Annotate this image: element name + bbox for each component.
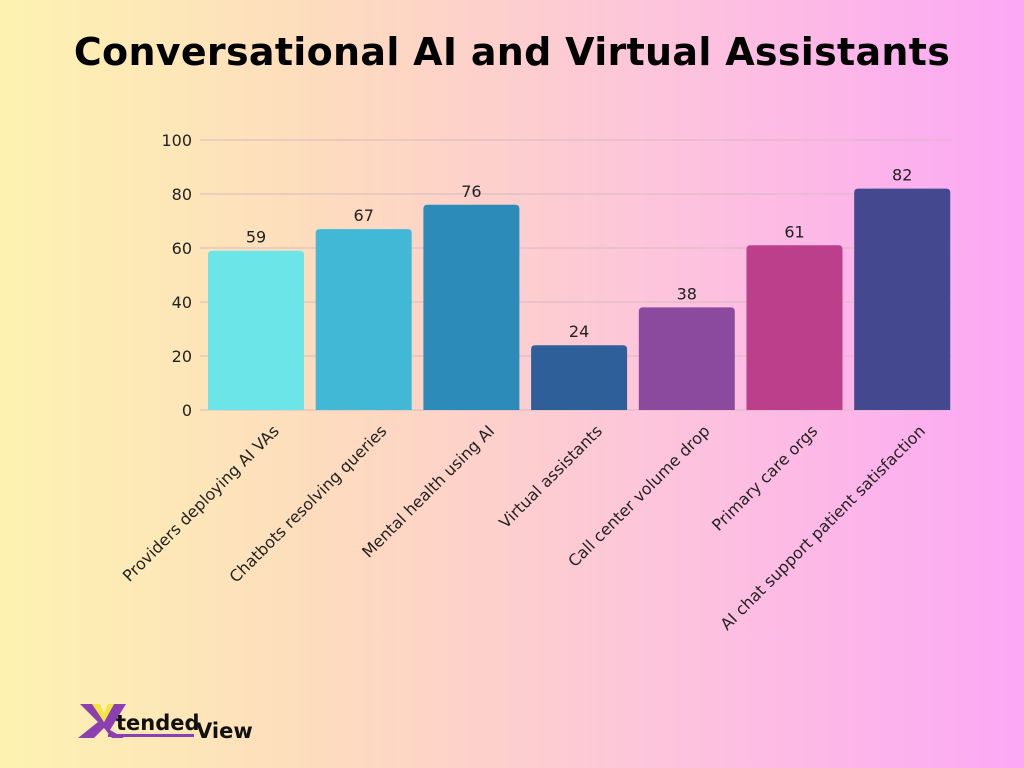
data-label: 24: [569, 322, 589, 341]
data-label: 61: [784, 222, 804, 241]
data-label: 38: [677, 284, 697, 303]
y-tick-label: 40: [172, 293, 192, 312]
data-label: 76: [461, 182, 481, 201]
y-tick-label: 20: [172, 347, 192, 366]
svg-text:tended: tended: [116, 711, 200, 735]
bar: [746, 245, 843, 410]
xtendedview-logo: tended View: [78, 704, 253, 743]
bar: [315, 229, 412, 410]
bar: [423, 204, 520, 410]
chart-title: Conversational AI and Virtual Assistants: [73, 30, 951, 74]
x-tick-label: AI chat support patient satisfaction: [717, 421, 929, 633]
y-tick-label: 80: [172, 185, 192, 204]
data-label: 67: [354, 206, 374, 225]
bar: [638, 307, 735, 410]
y-tick-label: 0: [182, 401, 192, 420]
bar: [854, 188, 951, 410]
y-tick-label: 60: [172, 239, 192, 258]
bar: [208, 250, 304, 410]
y-tick-label: 100: [161, 131, 192, 150]
bar: [531, 345, 628, 410]
x-tick-label: Virtual assistants: [495, 421, 606, 532]
svg-text:View: View: [196, 719, 253, 743]
data-label: 82: [892, 166, 912, 185]
data-label: 59: [246, 228, 266, 247]
x-tick-label: Primary care orgs: [708, 421, 821, 534]
